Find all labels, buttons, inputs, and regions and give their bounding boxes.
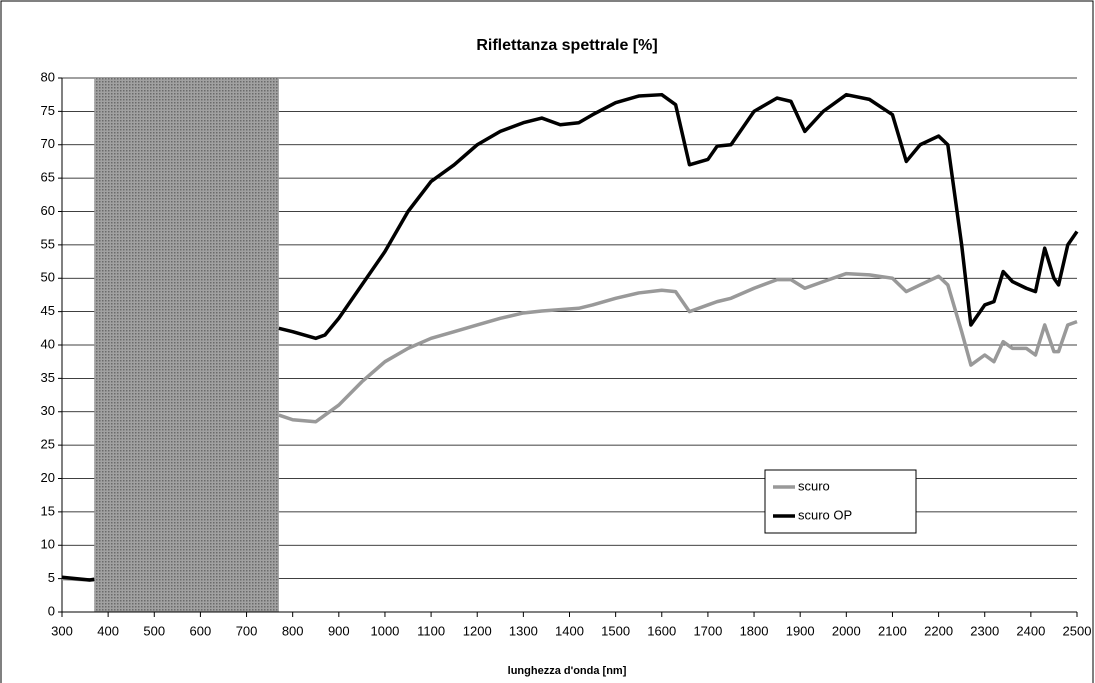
y-tick-label: 55	[41, 236, 55, 251]
y-tick-label: 75	[41, 103, 55, 118]
x-tick-label: 800	[282, 623, 304, 638]
x-tick-label: 2300	[970, 623, 999, 638]
x-tick-label: 2000	[832, 623, 861, 638]
x-tick-label: 300	[51, 623, 73, 638]
legend-label: scuro	[798, 478, 830, 493]
x-tick-label: 1800	[740, 623, 769, 638]
x-tick-label: 1200	[463, 623, 492, 638]
y-tick-label: 0	[48, 603, 55, 618]
x-tick-label: 700	[236, 623, 258, 638]
y-tick-label: 5	[48, 570, 55, 585]
y-tick-label: 65	[41, 170, 55, 185]
x-tick-label: 1900	[786, 623, 815, 638]
y-tick-label: 15	[41, 503, 55, 518]
chart-title: Riflettanza spettrale [%]	[476, 37, 657, 54]
y-tick-label: 45	[41, 303, 55, 318]
shaded-band-texture	[94, 78, 279, 612]
y-tick-label: 50	[41, 270, 55, 285]
x-tick-label: 900	[328, 623, 350, 638]
y-tick-label: 25	[41, 437, 55, 452]
x-tick-label: 1000	[370, 623, 399, 638]
y-tick-label: 10	[41, 537, 55, 552]
x-tick-label: 1600	[647, 623, 676, 638]
x-tick-label: 400	[97, 623, 119, 638]
line-series	[61, 92, 1079, 582]
x-tick-label: 600	[190, 623, 212, 638]
legend-label: scuro OP	[798, 507, 852, 522]
legend-box	[764, 469, 917, 534]
x-tick-label: 1700	[693, 623, 722, 638]
x-tick-label: 2200	[924, 623, 953, 638]
x-tick-label: 2100	[878, 623, 907, 638]
y-tick-label: 30	[41, 403, 55, 418]
y-tick-label: 80	[41, 69, 55, 84]
x-tick-label: 1500	[601, 623, 630, 638]
x-tick-label: 1400	[555, 623, 584, 638]
y-tick-label: 70	[41, 136, 55, 151]
x-tick-label: 2500	[1063, 623, 1092, 638]
x-tick-label: 2400	[1016, 623, 1045, 638]
y-tick-label: 35	[41, 370, 55, 385]
x-tick-label: 1300	[509, 623, 538, 638]
y-tick-label: 40	[41, 336, 55, 351]
y-tick-label: 60	[41, 203, 55, 218]
x-tick-label: 1100	[417, 623, 445, 638]
y-tick-label: 20	[41, 470, 55, 485]
x-tick-label: 500	[143, 623, 165, 638]
x-axis-label: lunghezza d'onda [nm]	[508, 665, 627, 677]
